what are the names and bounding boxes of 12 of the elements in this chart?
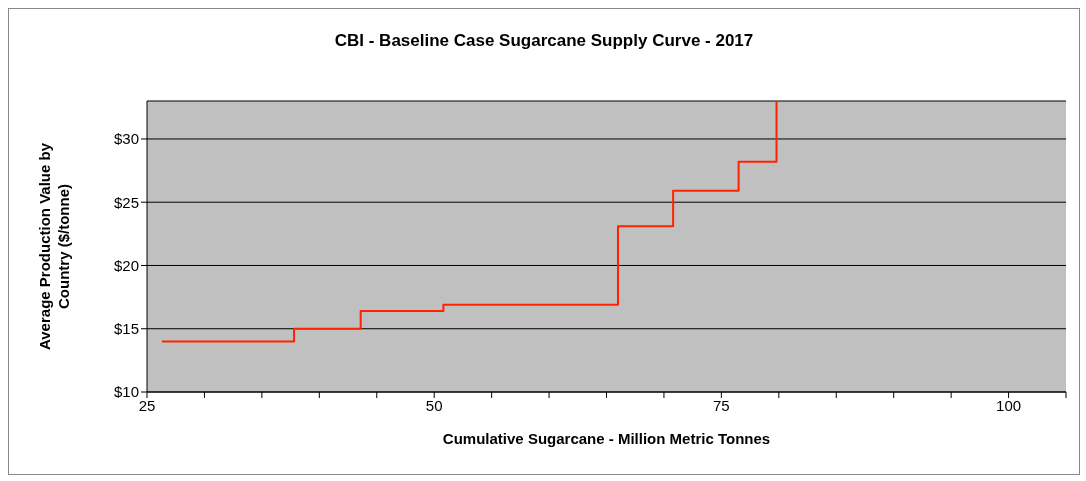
- y-tick-label: $25: [113, 193, 139, 211]
- y-tick-label: $30: [113, 130, 139, 148]
- y-tick-label: $15: [113, 320, 139, 338]
- y-tick-label: $20: [113, 256, 139, 274]
- y-axis-title: Average Production Value by Country ($/tonne): [36, 142, 72, 351]
- x-tick-label: 100: [996, 396, 1022, 414]
- chart-title: CBI - Baseline Case Sugarcane Supply Curve - 2017: [333, 31, 755, 51]
- x-tick-label: 75: [713, 396, 730, 414]
- x-tick-label: 50: [425, 396, 443, 414]
- x-axis-title: Cumulative Sugarcane - Million Metric Tonnes: [442, 430, 771, 447]
- y-tick-label: $10: [113, 383, 139, 401]
- x-tick-label: 25: [138, 396, 156, 414]
